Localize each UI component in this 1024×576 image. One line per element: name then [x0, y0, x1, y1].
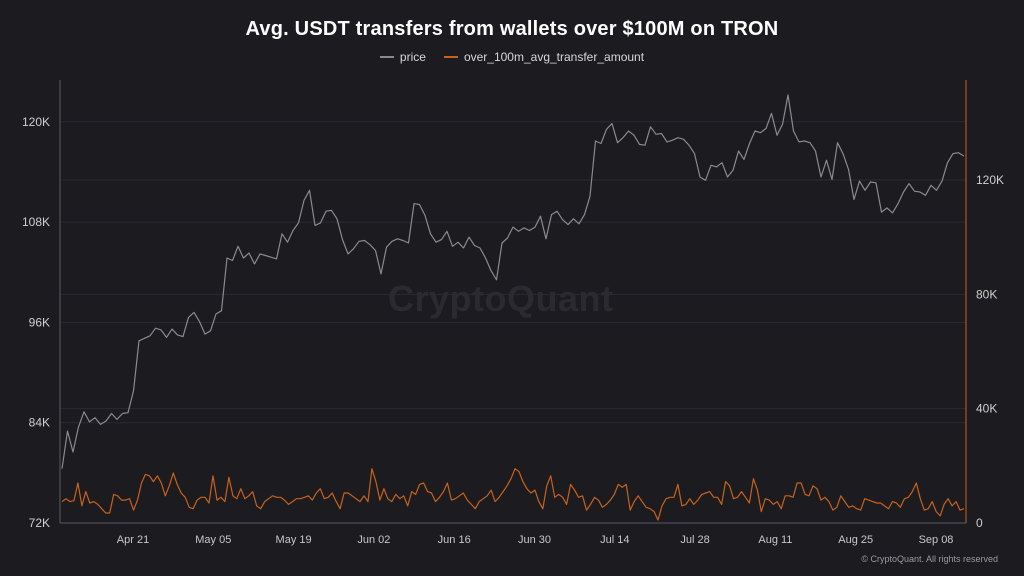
y-right-tick-label-0: 0 [976, 516, 983, 530]
legend-swatch-price [379, 56, 394, 58]
series-line-over-100m-avg-transfer-amount [61, 468, 965, 521]
y-right-tick-label-3: 120K [976, 173, 1004, 187]
x-tick-label-10: Sep 08 [919, 534, 954, 546]
y-left-tick-label-2: 96K [29, 315, 50, 329]
legend-label-transfer: over_100m_avg_transfer_amount [463, 50, 645, 64]
x-tick-label-7: Jul 28 [680, 534, 709, 546]
legend-item-transfer[interactable]: over_100m_avg_transfer_amount [443, 50, 645, 64]
y-left-tick-label-3: 108K [22, 215, 50, 229]
x-tick-label-9: Aug 25 [838, 534, 873, 546]
x-tick-label-2: May 19 [276, 534, 312, 546]
x-tick-label-8: Aug 11 [758, 534, 792, 546]
y-right-tick-label-1: 40K [976, 402, 997, 416]
legend: price over_100m_avg_transfer_amount [0, 50, 1024, 64]
copyright-credit: © CryptoQuant. All rights reserved [861, 554, 998, 564]
chart-title: Avg. USDT transfers from wallets over $1… [245, 18, 779, 40]
legend-label-price: price [399, 50, 426, 64]
y-left-tick-label-1: 84K [29, 416, 50, 430]
x-tick-label-0: Apr 21 [117, 534, 149, 546]
watermark: CryptoQuant [388, 278, 614, 319]
series-line-price [61, 94, 965, 469]
x-tick-label-1: May 05 [195, 534, 231, 546]
y-left-tick-label-0: 72K [29, 516, 50, 530]
x-tick-label-3: Jun 02 [357, 534, 390, 546]
x-tick-label-6: Jul 14 [600, 534, 629, 546]
x-tick-label-4: Jun 16 [438, 534, 471, 546]
y-right-tick-label-2: 80K [976, 287, 997, 301]
y-left-tick-label-4: 120K [22, 115, 50, 129]
legend-item-price[interactable]: price [379, 50, 426, 64]
legend-swatch-transfer [443, 56, 458, 58]
x-tick-label-5: Jun 30 [518, 534, 551, 546]
